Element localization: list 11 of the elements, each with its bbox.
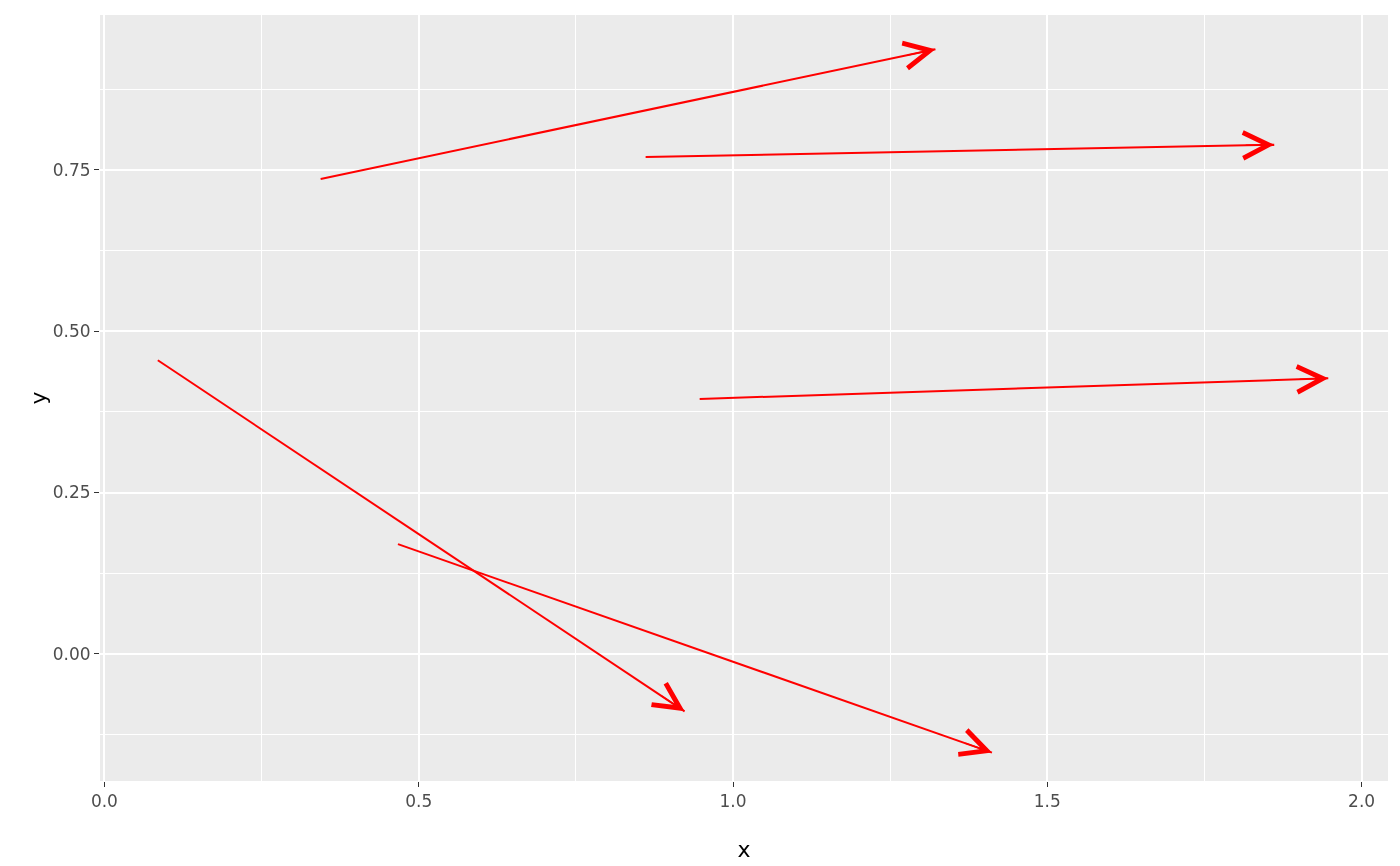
y-tick-label: 0.25 bbox=[52, 482, 91, 503]
x-axis-title: x bbox=[737, 837, 751, 862]
y-tick-label: 0.50 bbox=[52, 321, 91, 342]
y-axis-title: y bbox=[26, 391, 51, 405]
x-tick-label: 2.0 bbox=[1348, 791, 1376, 812]
x-tick-label: 0.5 bbox=[405, 791, 433, 812]
x-tick-label: 0.0 bbox=[90, 791, 118, 812]
y-tick-label: 0.75 bbox=[52, 159, 91, 180]
x-tick-label: 1.5 bbox=[1033, 791, 1061, 812]
y-tick-label: 0.00 bbox=[52, 643, 91, 664]
x-tick-label: 1.0 bbox=[719, 791, 747, 812]
